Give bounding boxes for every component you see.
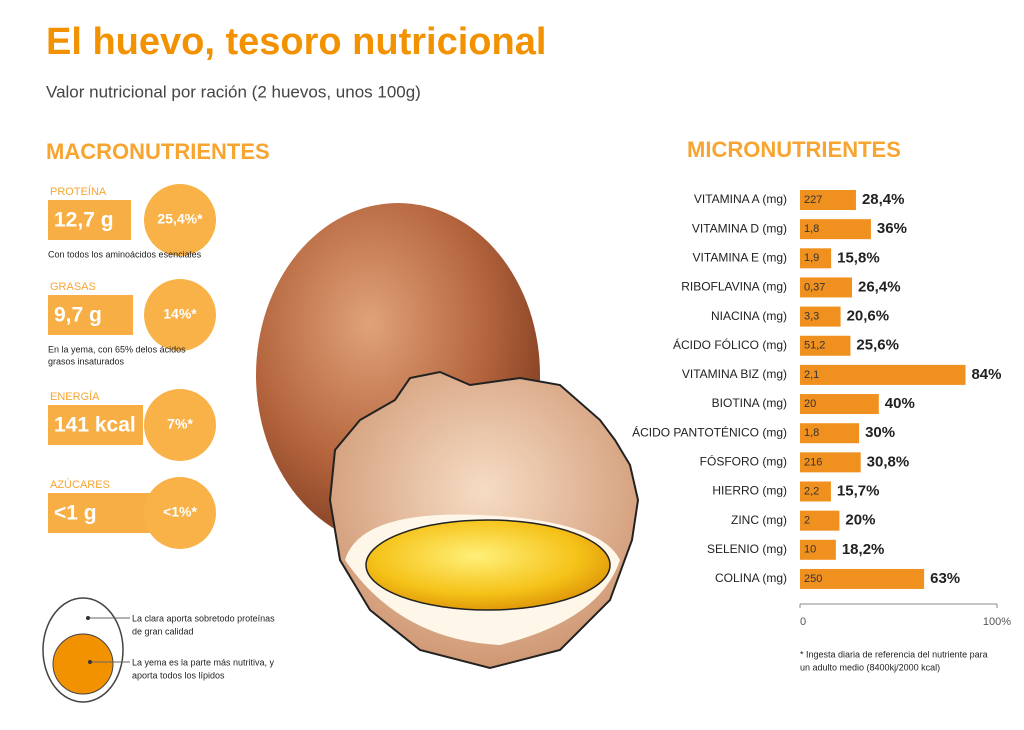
amount-label: 20 — [804, 398, 816, 410]
amount-label: 10 — [804, 544, 816, 556]
bar — [800, 568, 925, 589]
value-label: 15,7% — [837, 482, 880, 499]
legend-text: La clara aporta sobretodo proteínas — [132, 613, 275, 623]
value-label: 25,6% — [856, 337, 899, 354]
legend-text: de gran calidad — [132, 626, 194, 636]
x-tick-label: 100% — [983, 616, 1011, 628]
category-label: BIOTINA (mg) — [712, 396, 787, 410]
bar — [800, 452, 861, 473]
value-label: 18,2% — [842, 541, 885, 558]
value-label: 26,4% — [858, 278, 901, 295]
bar — [800, 539, 836, 560]
macro-note: Con todos los aminoácidos esenciales — [48, 249, 202, 259]
value-label: 28,4% — [862, 191, 905, 208]
value-label: 36% — [877, 220, 907, 237]
amount-label: 1,9 — [804, 252, 819, 264]
category-label: ZINC (mg) — [731, 513, 787, 527]
macro-percent: 7%* — [167, 416, 193, 432]
amount-label: 3,3 — [804, 311, 819, 323]
footnote: un adulto medio (8400kj/2000 kcal) — [800, 662, 940, 672]
legend-text: La yema es la parte más nutritiva, y — [132, 657, 275, 667]
macro-amount: 12,7 g — [54, 209, 114, 232]
category-label: NIACINA (mg) — [711, 309, 787, 323]
bar — [800, 248, 832, 269]
macro-box — [48, 200, 131, 240]
bar — [800, 510, 840, 531]
category-label: VITAMINA BIZ (mg) — [682, 367, 787, 381]
subtitle: Valor nutricional por ración (2 huevos, … — [46, 82, 421, 101]
bar — [800, 394, 879, 415]
category-label: ÁCIDO FÓLICO (mg) — [673, 337, 787, 352]
macro-label: AZÚCARES — [50, 478, 110, 491]
category-label: ÁCIDO PANTOTÉNICO (mg) — [632, 424, 787, 439]
macro-label: PROTEÍNA — [50, 185, 107, 198]
legend-text: aporta todos los lípidos — [132, 670, 225, 680]
value-label: 20% — [845, 512, 875, 529]
category-label: VITAMINA A (mg) — [694, 192, 787, 206]
amount-label: 51,2 — [804, 340, 825, 352]
egg-diagram — [42, 597, 130, 703]
macro-circle — [144, 477, 216, 549]
amount-label: 2 — [804, 515, 810, 527]
value-label: 63% — [930, 570, 960, 587]
micro-heading: MICRONUTRIENTES — [687, 137, 901, 162]
category-label: VITAMINA D (mg) — [692, 221, 787, 235]
value-label: 84% — [971, 366, 1001, 383]
macro-amount: <1 g — [54, 502, 97, 525]
value-label: 15,8% — [837, 249, 880, 266]
bar — [800, 190, 856, 210]
bar — [800, 364, 966, 385]
category-label: FÓSFORO (mg) — [700, 454, 787, 469]
x-tick-label: 0 — [800, 616, 806, 628]
macro-box — [48, 405, 143, 445]
macro-label: GRASAS — [50, 281, 96, 293]
macro-percent: 25,4%* — [157, 211, 203, 227]
category-label: COLINA (mg) — [715, 571, 787, 585]
value-label: 20,6% — [847, 308, 890, 325]
value-label: 40% — [885, 395, 915, 412]
macro-percent: 14%* — [163, 306, 197, 322]
macro-label: ENERGÍA — [50, 390, 100, 403]
bar — [800, 277, 853, 298]
macro-amount: 9,7 g — [54, 304, 102, 327]
amount-label: 2,1 — [804, 369, 819, 381]
amount-label: 0,37 — [804, 281, 825, 293]
amount-label: 227 — [804, 194, 822, 206]
category-label: SELENIO (mg) — [707, 542, 787, 556]
amount-label: 2,2 — [804, 485, 819, 497]
macro-box — [48, 493, 150, 533]
bar — [800, 219, 871, 240]
egg-illustration — [256, 203, 640, 670]
bar — [800, 306, 841, 327]
macro-heading: MACRONUTRIENTES — [46, 139, 270, 164]
category-label: HIERRO (mg) — [712, 484, 787, 498]
macro-circle — [144, 279, 216, 351]
category-label: RIBOFLAVINA (mg) — [681, 280, 787, 294]
value-label: 30% — [865, 424, 895, 441]
macro-box — [48, 295, 133, 335]
bar — [800, 335, 851, 356]
macro-note: grasos insaturados — [48, 356, 125, 366]
amount-label: 250 — [804, 573, 822, 585]
amount-label: 1,8 — [804, 223, 819, 235]
macro-amount: 141 kcal — [54, 414, 136, 437]
value-label: 30,8% — [867, 453, 910, 470]
macro-percent: <1%* — [163, 504, 197, 520]
macro-circle — [144, 389, 216, 461]
footnote: * Ingesta diaria de referencia del nutri… — [800, 649, 988, 659]
amount-label: 216 — [804, 456, 822, 468]
bar — [800, 423, 860, 444]
macro-note: En la yema, con 65% delos ácidos — [48, 344, 186, 354]
amount-label: 1,8 — [804, 427, 819, 439]
bar — [800, 481, 831, 502]
category-label: VITAMINA E (mg) — [693, 250, 787, 264]
title: El huevo, tesoro nutricional — [46, 21, 546, 63]
macro-circle — [144, 184, 216, 256]
